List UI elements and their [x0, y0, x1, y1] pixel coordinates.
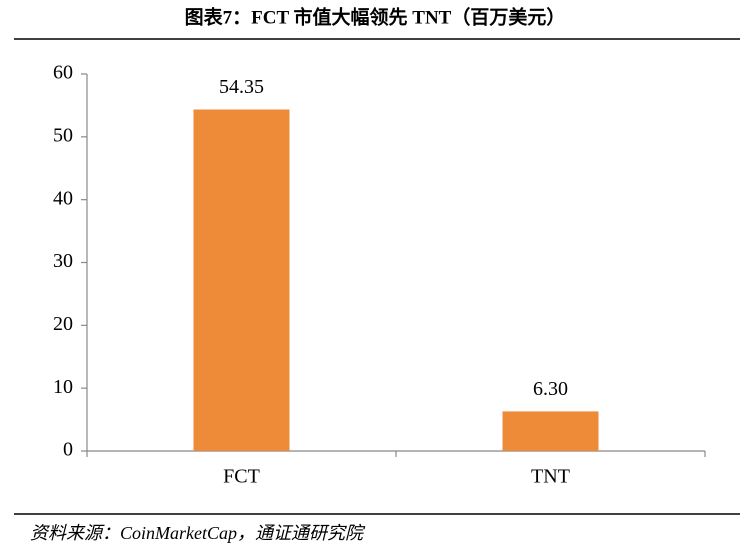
x-tick-label: FCT: [223, 466, 260, 488]
y-tick-label: 0: [63, 439, 73, 461]
x-tick-label: TNT: [531, 466, 570, 488]
bar: [193, 109, 290, 452]
y-tick-label: 30: [53, 250, 73, 272]
bar: [502, 411, 599, 451]
chart-title: 图表7：FCT 市值大幅领先 TNT（百万美元）: [185, 5, 566, 28]
y-tick-label: 40: [53, 187, 73, 209]
value-label: 6.30: [533, 378, 568, 400]
y-tick-label: 50: [53, 124, 73, 146]
value-label: 54.35: [219, 76, 264, 98]
source-note: 资料来源：CoinMarketCap，通证通研究院: [30, 523, 366, 543]
y-tick-label: 20: [53, 313, 73, 335]
y-tick-label: 60: [53, 62, 73, 84]
y-tick-label: 10: [53, 376, 73, 398]
